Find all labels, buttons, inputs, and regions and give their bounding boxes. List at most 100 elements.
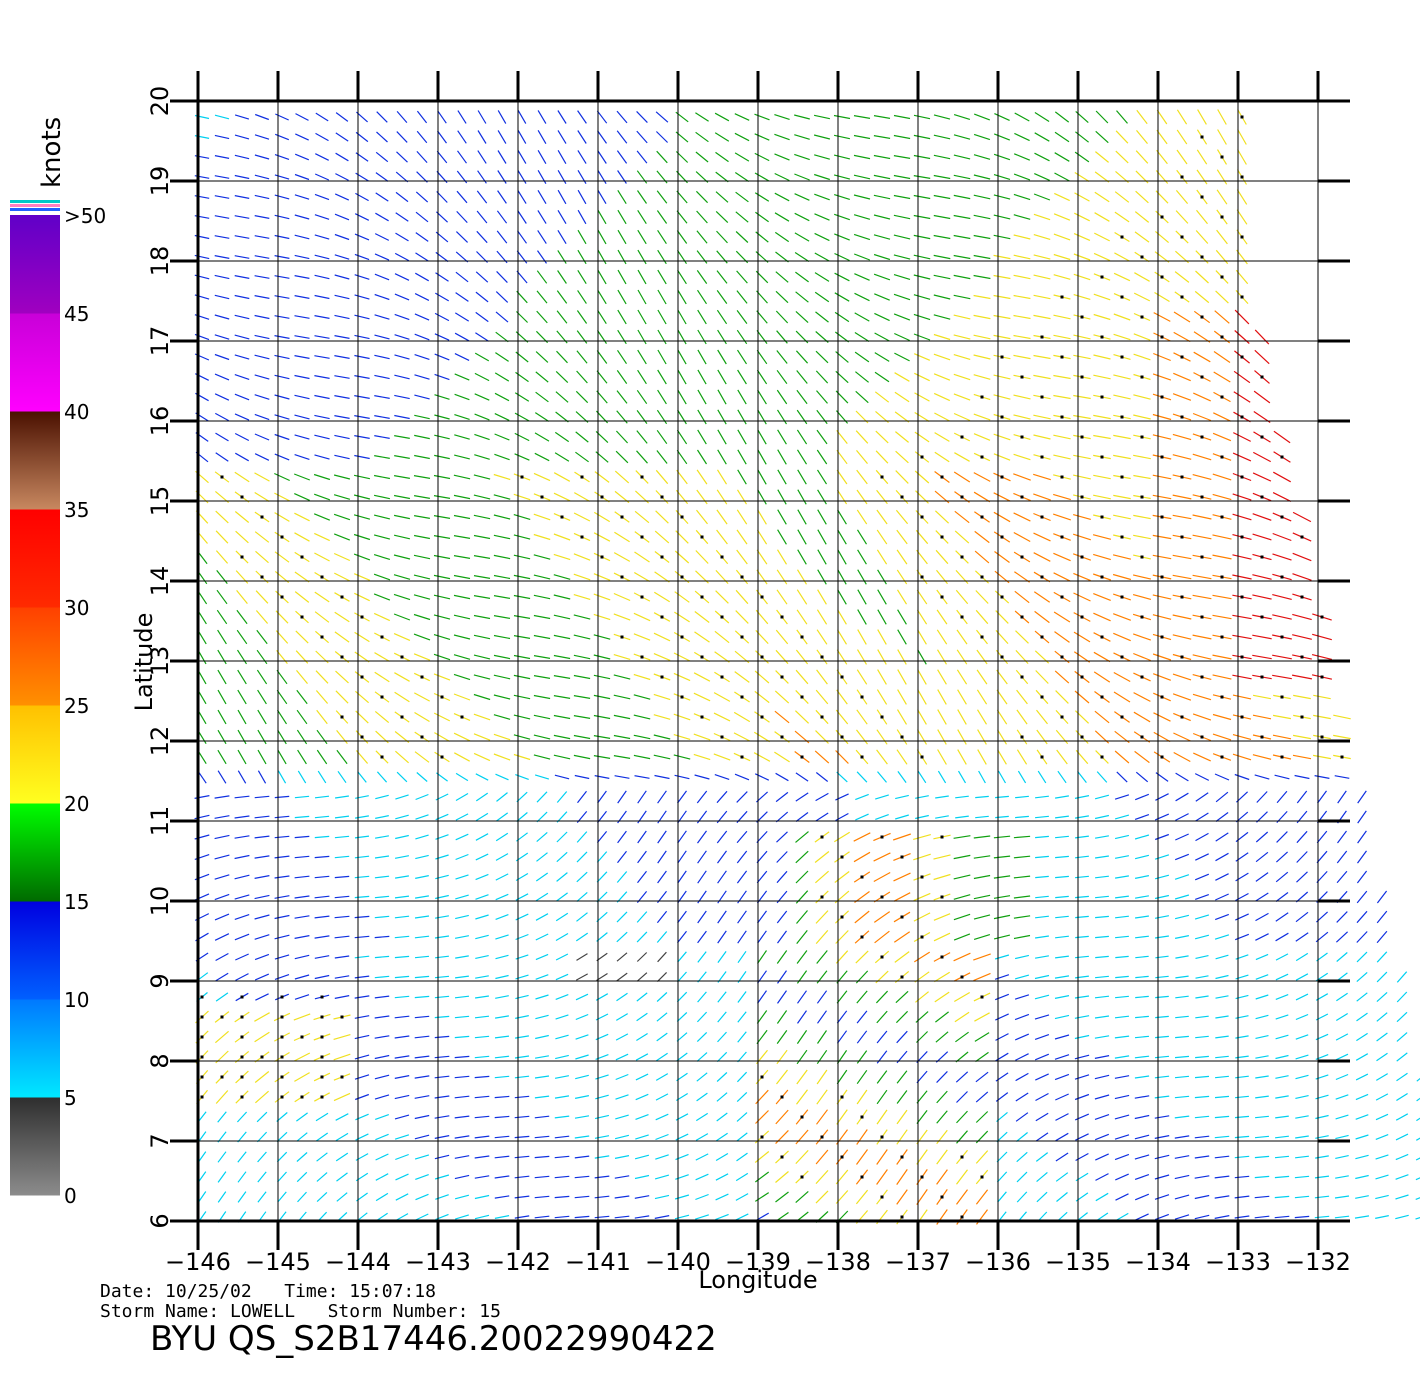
wind-vector <box>1132 594 1152 600</box>
wind-vector <box>1295 1115 1309 1119</box>
wind-vector <box>673 652 691 662</box>
rain-flag-dot <box>240 1095 244 1099</box>
wind-vector <box>1115 895 1129 899</box>
wind-vector <box>455 914 469 920</box>
wind-vector <box>937 689 947 705</box>
wind-vector <box>1033 314 1051 320</box>
wind-vector <box>495 934 509 940</box>
wind-vector <box>354 875 370 879</box>
wind-vector <box>1375 1073 1389 1081</box>
wind-vector <box>994 113 1010 121</box>
wind-vector <box>975 590 989 604</box>
wind-vector <box>1415 1197 1420 1200</box>
wind-vector <box>1113 394 1131 400</box>
wind-vector <box>737 429 747 445</box>
wind-vector <box>697 329 707 345</box>
wind-vector <box>1312 754 1332 760</box>
wind-vector <box>573 594 591 600</box>
wind-vector <box>257 729 267 745</box>
wind-vector <box>717 449 727 465</box>
wind-vector <box>1376 991 1388 1003</box>
wind-vector <box>354 294 370 300</box>
wind-vector <box>1272 532 1292 542</box>
rain-flag-dot <box>1140 375 1144 379</box>
wind-vector <box>494 413 510 421</box>
wind-vector <box>636 1032 648 1042</box>
wind-vector <box>973 433 991 441</box>
wind-vector <box>973 214 991 220</box>
wind-vector <box>1113 514 1131 520</box>
wind-vector <box>916 589 928 605</box>
wind-vector <box>374 652 390 662</box>
wind-vector <box>1055 835 1069 839</box>
wind-vector <box>296 1112 308 1122</box>
wind-vector <box>993 492 1011 502</box>
wind-vector <box>454 332 470 342</box>
wind-vector <box>677 289 687 305</box>
wind-vector <box>774 192 790 202</box>
wind-vector <box>433 474 451 480</box>
wind-vector <box>956 1189 968 1205</box>
wind-vector <box>474 433 490 441</box>
wind-vector <box>575 451 589 463</box>
wind-vector <box>217 729 227 745</box>
wind-vector <box>296 709 308 725</box>
wind-vector <box>414 935 430 939</box>
wind-vector <box>1115 150 1129 164</box>
rain-flag-dot <box>940 835 944 839</box>
wind-vector <box>415 814 429 820</box>
rain-flag-dot <box>240 1055 244 1059</box>
wind-vector <box>1235 1035 1249 1039</box>
wind-vector <box>1376 971 1388 983</box>
wind-vector <box>876 1149 888 1165</box>
wind-vector <box>494 1115 510 1119</box>
wind-vector <box>956 649 968 665</box>
lon-tick-label: −140 <box>645 1248 711 1276</box>
wind-vector <box>1094 1035 1110 1039</box>
wind-vector <box>434 1015 450 1019</box>
wind-vector <box>577 110 587 124</box>
wind-vector <box>676 190 688 204</box>
wind-vector <box>1094 1133 1110 1141</box>
wind-vector <box>933 854 951 860</box>
wind-vector <box>334 233 350 241</box>
wind-vector <box>373 534 391 540</box>
wind-vector <box>1395 1194 1409 1200</box>
wind-vector <box>334 815 350 819</box>
lat-tick-label: 7 <box>146 1133 174 1148</box>
wind-vector <box>234 933 250 941</box>
wind-vector <box>737 910 747 924</box>
wind-vector <box>854 292 870 302</box>
wind-vector <box>934 412 950 422</box>
wind-vector <box>314 335 330 339</box>
wind-vector <box>815 870 829 884</box>
wind-vector <box>974 1032 990 1042</box>
wind-vector <box>894 411 910 423</box>
wind-vector <box>736 870 748 884</box>
wind-vector <box>475 773 489 781</box>
wind-vector <box>434 975 450 979</box>
wind-vector <box>574 774 590 780</box>
wind-vector <box>1156 109 1168 125</box>
wind-vector <box>315 153 329 161</box>
rain-flag-dot <box>1260 735 1264 739</box>
wind-vector <box>637 309 647 325</box>
rain-flag-dot <box>360 615 364 619</box>
wind-vector <box>255 550 269 564</box>
rain-flag-dot <box>200 1075 204 1079</box>
wind-vector <box>1134 1114 1150 1120</box>
wind-vector <box>317 770 327 784</box>
wind-vector <box>933 254 951 260</box>
wind-vector <box>533 734 551 740</box>
wind-vector <box>373 474 391 480</box>
wind-vector <box>354 631 370 643</box>
wind-vector <box>674 1214 690 1220</box>
rain-flag-dot <box>960 495 964 499</box>
wind-vector <box>1357 810 1367 824</box>
wind-vector <box>754 192 770 202</box>
wind-vector <box>314 955 330 959</box>
wind-vector <box>354 233 370 241</box>
wind-vector <box>514 1155 530 1159</box>
wind-vector <box>796 1049 808 1065</box>
wind-vector <box>434 1174 450 1180</box>
